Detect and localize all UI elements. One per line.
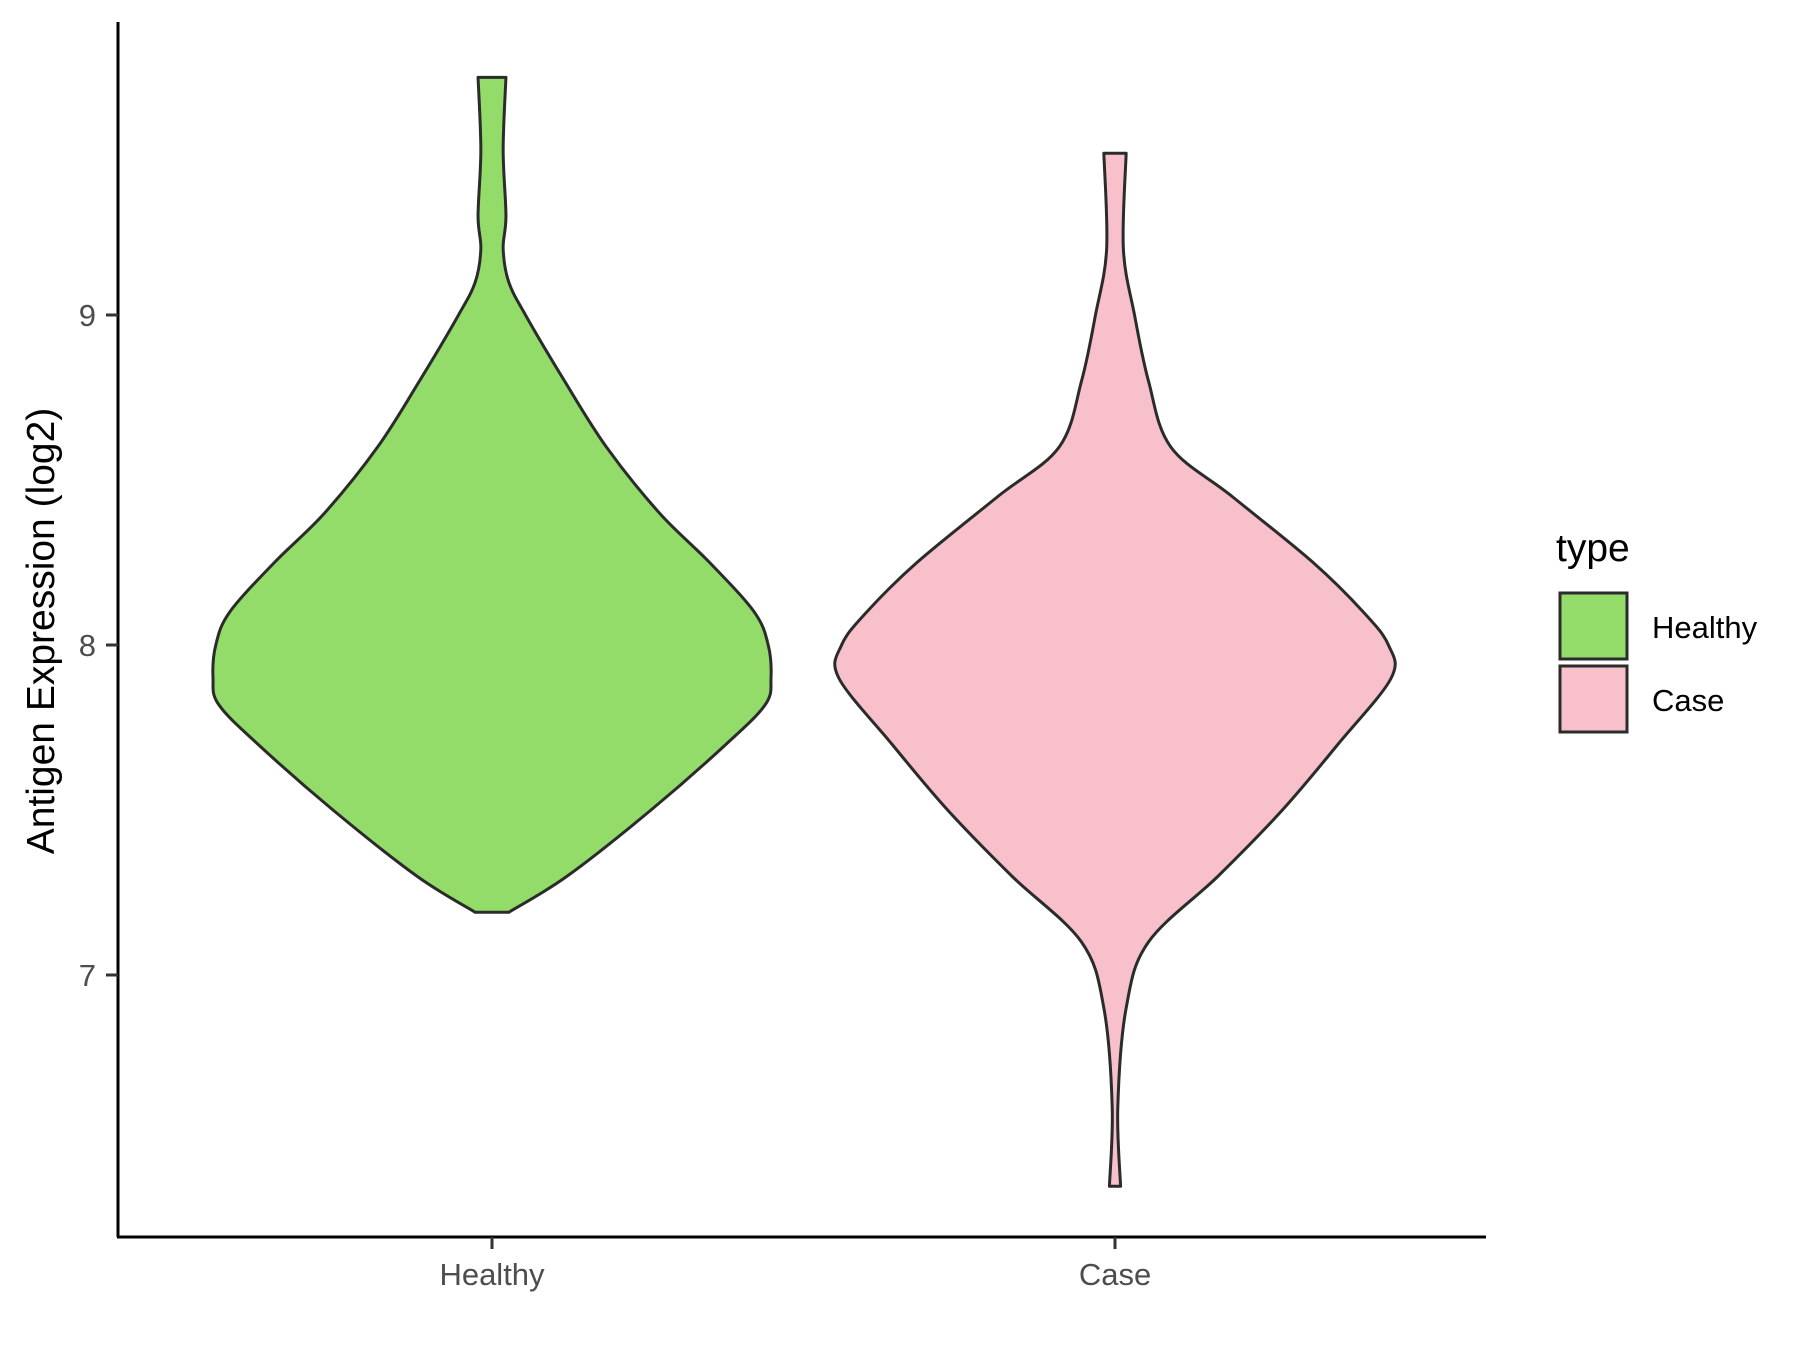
legend-key-healthy xyxy=(1558,591,1629,661)
y-tick-label: 9 xyxy=(79,298,96,333)
legend-title: type xyxy=(1556,527,1630,570)
legend: type Healthy Case xyxy=(1556,527,1758,734)
y-tick-label: 8 xyxy=(79,628,96,663)
violin-healthy xyxy=(211,75,773,914)
x-axis-ticks: Healthy Case xyxy=(439,1237,1151,1292)
x-tick-label: Healthy xyxy=(439,1257,545,1292)
y-tick-label: 7 xyxy=(79,958,96,993)
violin-case xyxy=(833,151,1397,1188)
legend-key-case xyxy=(1558,664,1629,734)
legend-label-case: Case xyxy=(1652,683,1724,718)
violin-layer xyxy=(211,75,1397,1188)
y-axis-label: Antigen Expression (log2) xyxy=(20,408,63,855)
legend-label-healthy: Healthy xyxy=(1652,610,1758,645)
y-axis-ticks: 7 8 9 xyxy=(79,298,118,993)
x-tick-label: Case xyxy=(1079,1257,1151,1292)
